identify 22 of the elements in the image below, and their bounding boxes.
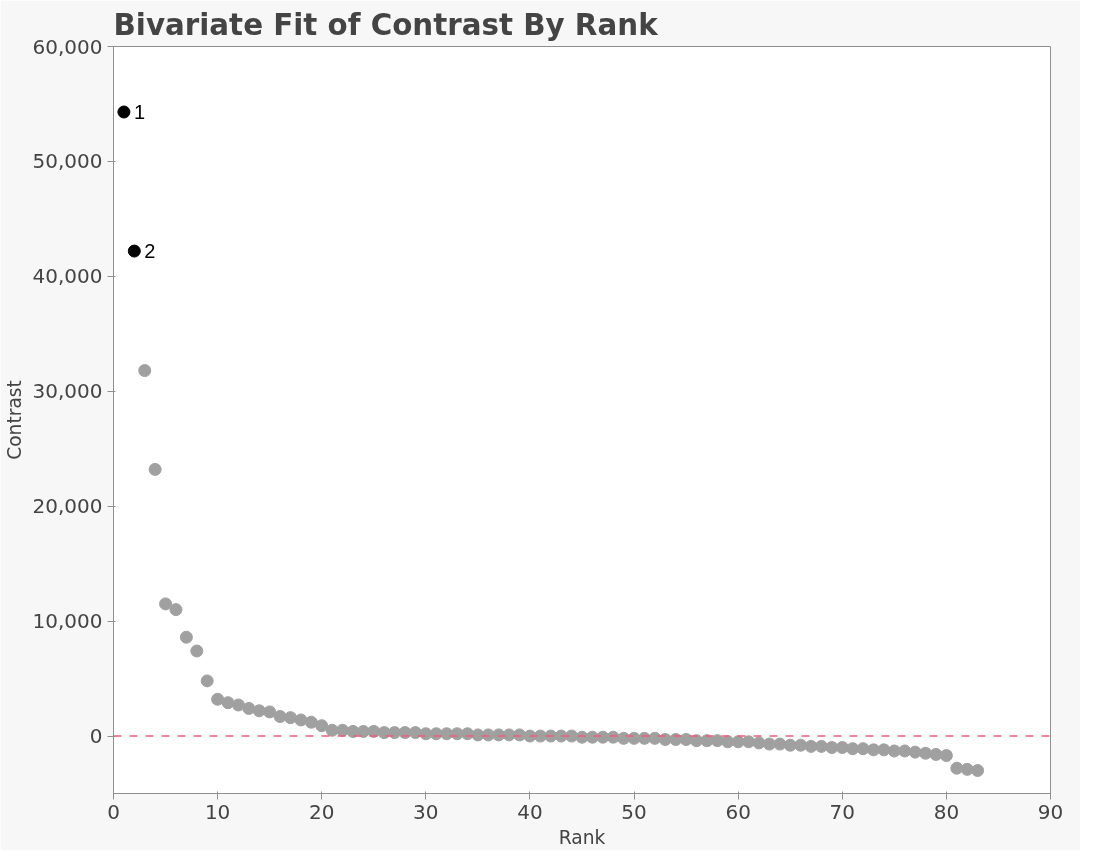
annotation: 2 <box>144 240 156 263</box>
y-tick-label: 0 <box>89 724 103 749</box>
annotation: 1 <box>133 101 146 124</box>
x-tick-label: 70 <box>829 799 856 824</box>
x-tick-label: 80 <box>933 799 960 824</box>
x-tick-label: 60 <box>725 799 751 824</box>
x-tick-label: 90 <box>1037 799 1064 824</box>
x-tick-label: 10 <box>204 799 231 824</box>
x-tick-label: 0 <box>107 799 120 824</box>
y-tick-label: 50,000 <box>32 149 103 174</box>
x-tick-label: 40 <box>517 799 543 824</box>
y-axis-title: Contrast <box>3 380 25 460</box>
y-tick-label: 10,000 <box>32 609 103 634</box>
y-tick-label: 30,000 <box>32 379 103 404</box>
x-tick-label: 30 <box>413 799 439 824</box>
y-tick-label: 60,000 <box>32 34 103 59</box>
x-axis-title: Rank <box>558 826 606 848</box>
x-tick-label: 50 <box>621 799 647 824</box>
y-tick-label: 20,000 <box>32 494 103 519</box>
chart-title: Bivariate Fit of Contrast By Rank <box>113 7 660 42</box>
y-tick-label: 40,000 <box>32 264 103 289</box>
x-tick-label: 20 <box>309 799 335 824</box>
